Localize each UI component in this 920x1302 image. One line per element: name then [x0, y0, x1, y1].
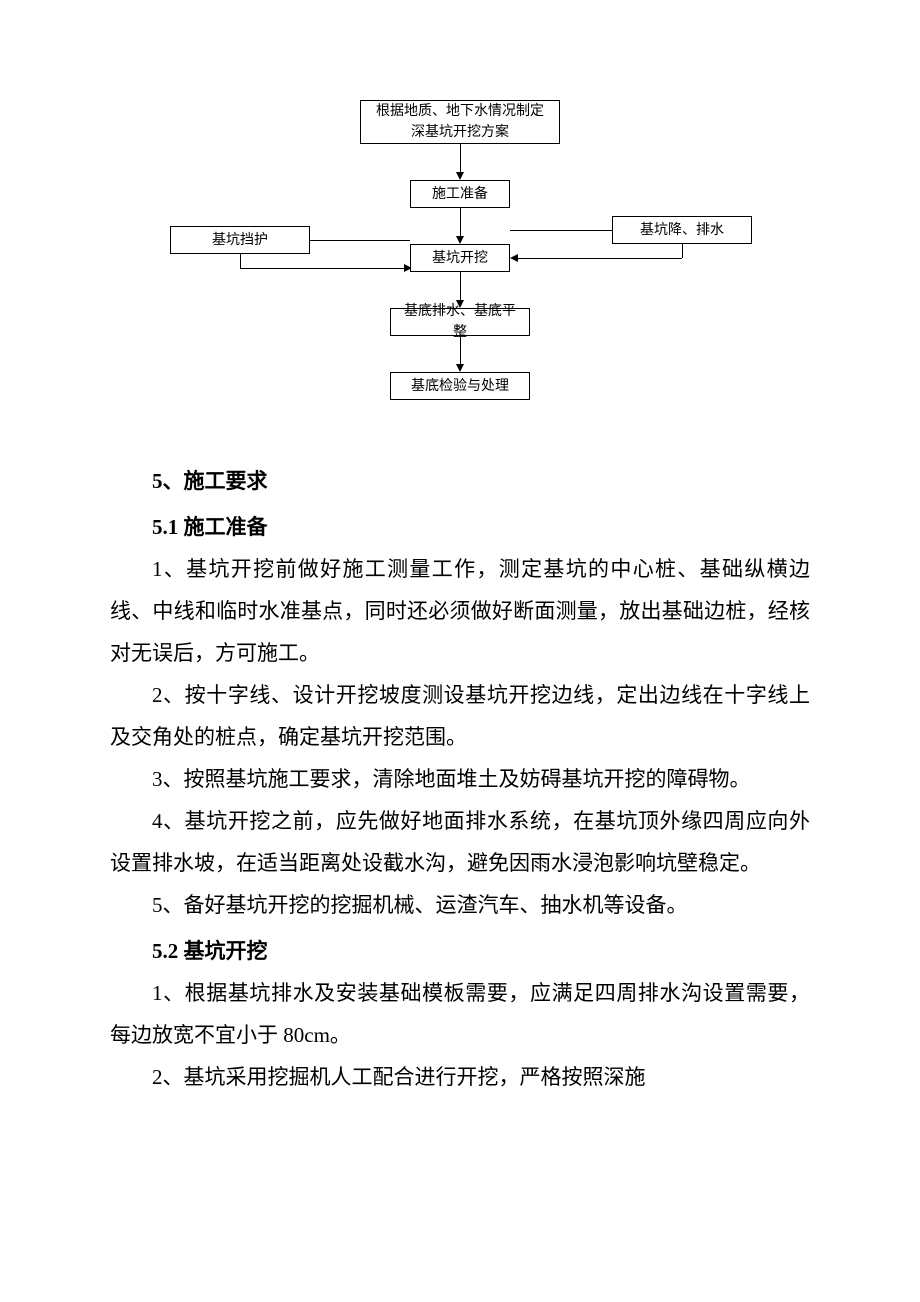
flow-node-dig: 基坑开挖: [410, 244, 510, 272]
flow-edge: [510, 230, 612, 231]
heading-5: 5、施工要求: [110, 460, 810, 502]
flow-edge: [460, 272, 461, 302]
flow-edge: [516, 258, 682, 259]
heading-5-2: 5.2 基坑开挖: [110, 930, 810, 972]
flow-arrowhead: [456, 172, 464, 180]
paragraph: 1、根据基坑排水及安装基础模板需要，应满足四周排水沟设置需要，每边放宽不宜小于 …: [110, 972, 810, 1056]
flow-node-drain: 基底排水、基底平整: [390, 308, 530, 336]
flow-node-inspect: 基底检验与处理: [390, 372, 530, 400]
flow-node-dewater: 基坑降、排水: [612, 216, 752, 244]
flowchart-diagram: 根据地质、地下水情况制定深基坑开挖方案 施工准备 基坑挡护 基坑降、排水 基坑开…: [160, 100, 760, 420]
flow-edge: [310, 240, 410, 241]
flow-edge: [460, 208, 461, 238]
flow-node-prep: 施工准备: [410, 180, 510, 208]
document-content: 5、施工要求 5.1 施工准备 1、基坑开挖前做好施工测量工作，测定基坑的中心桩…: [110, 460, 810, 1098]
flow-edge: [682, 244, 683, 258]
flow-arrowhead: [510, 254, 518, 262]
paragraph: 5、备好基坑开挖的挖掘机械、运渣汽车、抽水机等设备。: [110, 884, 810, 926]
flow-edge: [460, 336, 461, 366]
paragraph: 2、基坑采用挖掘机人工配合进行开挖，严格按照深施: [110, 1056, 810, 1098]
flow-arrowhead: [456, 364, 464, 372]
flow-edge: [240, 268, 410, 269]
paragraph: 2、按十字线、设计开挖坡度测设基坑开挖边线，定出边线在十字线上及交角处的桩点，确…: [110, 674, 810, 758]
paragraph: 4、基坑开挖之前，应先做好地面排水系统，在基坑顶外缘四周应向外设置排水坡，在适当…: [110, 800, 810, 884]
flow-node-plan: 根据地质、地下水情况制定深基坑开挖方案: [360, 100, 560, 144]
paragraph: 3、按照基坑施工要求，清除地面堆土及妨碍基坑开挖的障碍物。: [110, 758, 810, 800]
flow-edge: [240, 254, 241, 268]
flow-arrowhead: [456, 236, 464, 244]
paragraph: 1、基坑开挖前做好施工测量工作，测定基坑的中心桩、基础纵横边线、中线和临时水准基…: [110, 548, 810, 674]
heading-5-1: 5.1 施工准备: [110, 506, 810, 548]
flow-node-support: 基坑挡护: [170, 226, 310, 254]
flow-edge: [460, 144, 461, 174]
